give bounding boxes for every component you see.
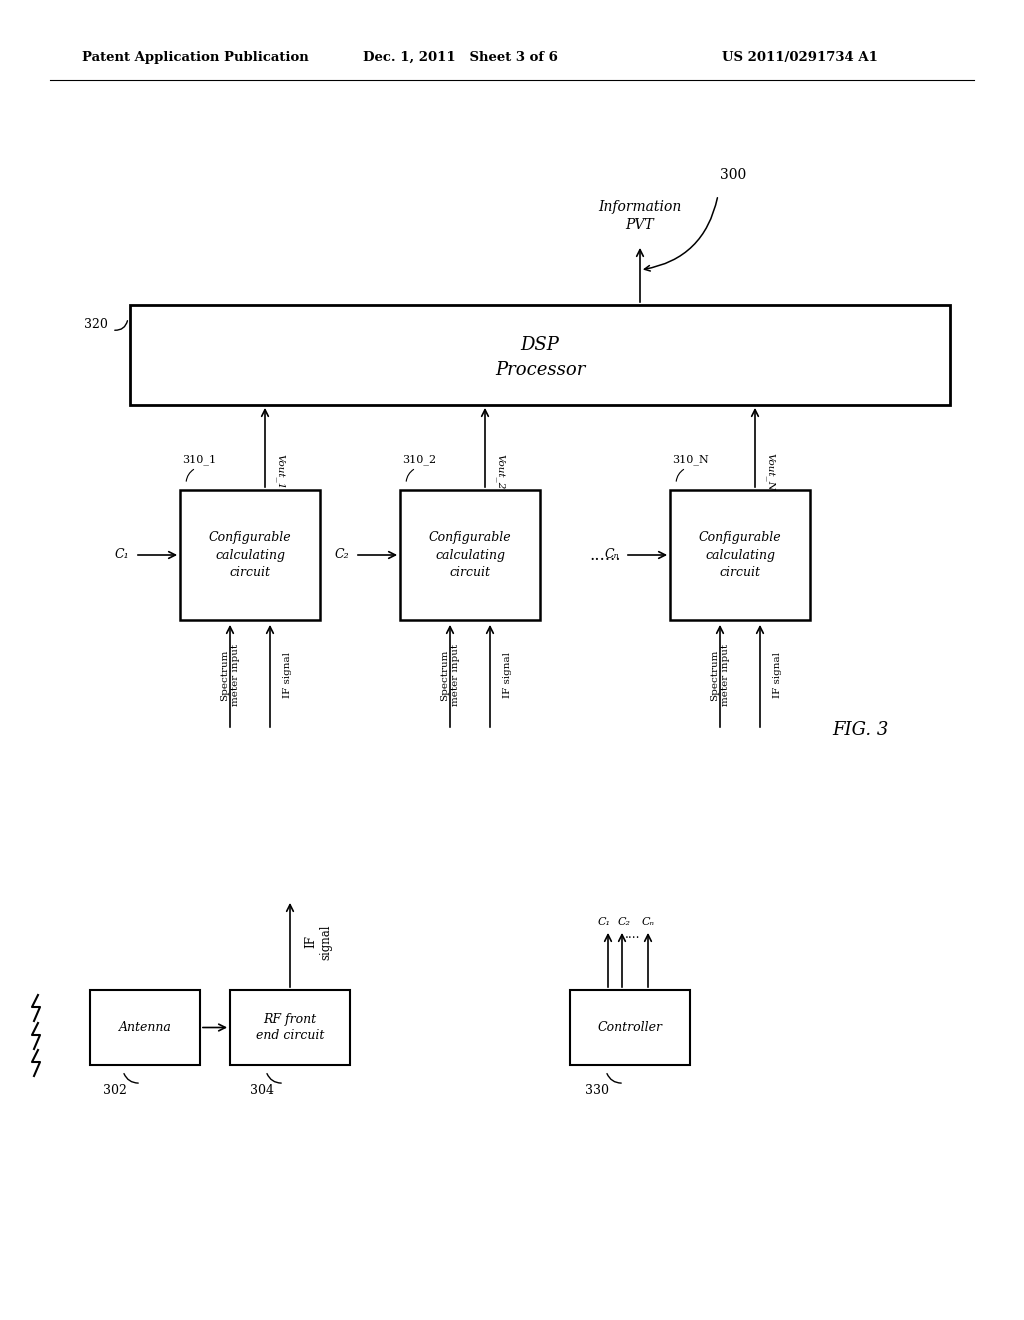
Text: IF
signal: IF signal: [304, 924, 332, 960]
Text: Configurable: Configurable: [209, 531, 291, 544]
Text: 302: 302: [103, 1084, 127, 1097]
Text: 310_1: 310_1: [182, 454, 216, 466]
Text: end circuit: end circuit: [256, 1030, 325, 1041]
Text: calculating: calculating: [705, 549, 775, 561]
Text: circuit: circuit: [720, 566, 761, 579]
Text: Antenna: Antenna: [119, 1020, 171, 1034]
Text: ......: ......: [589, 546, 621, 564]
Bar: [400, 490, 540, 620]
Text: DSP: DSP: [520, 337, 559, 354]
Text: Processor: Processor: [495, 360, 585, 379]
Text: C₂: C₂: [617, 917, 631, 927]
Text: 310_2: 310_2: [402, 454, 436, 466]
Text: C₁: C₁: [115, 549, 129, 561]
Text: RF front: RF front: [263, 1012, 316, 1026]
Text: 300: 300: [720, 168, 746, 182]
Text: circuit: circuit: [229, 566, 270, 579]
Text: Cₙ: Cₙ: [604, 549, 620, 561]
Text: C₂: C₂: [335, 549, 349, 561]
Text: calculating: calculating: [215, 549, 285, 561]
Text: calculating: calculating: [435, 549, 505, 561]
Bar: [230, 990, 350, 1065]
Text: Patent Application Publication: Patent Application Publication: [82, 50, 308, 63]
Bar: [180, 490, 319, 620]
Text: 310_N: 310_N: [672, 454, 709, 466]
Text: Cₙ: Cₙ: [641, 917, 654, 927]
Text: Vout_2: Vout_2: [496, 454, 505, 490]
Bar: [90, 990, 200, 1065]
Text: Spectrum
meter input: Spectrum meter input: [711, 644, 730, 706]
Text: Information: Information: [598, 201, 682, 214]
Text: Spectrum
meter input: Spectrum meter input: [220, 644, 240, 706]
Bar: [130, 305, 950, 405]
Text: 304: 304: [250, 1084, 274, 1097]
Text: IF signal: IF signal: [504, 652, 512, 698]
Text: Dec. 1, 2011   Sheet 3 of 6: Dec. 1, 2011 Sheet 3 of 6: [362, 50, 557, 63]
Text: 330: 330: [585, 1084, 609, 1097]
Text: Vout_1: Vout_1: [275, 454, 285, 490]
Text: IF signal: IF signal: [773, 652, 782, 698]
Text: ....: ....: [626, 928, 641, 941]
Text: Vout_N: Vout_N: [765, 453, 775, 491]
Text: US 2011/0291734 A1: US 2011/0291734 A1: [722, 50, 878, 63]
Text: C₁: C₁: [597, 917, 610, 927]
Bar: [570, 990, 690, 1065]
Text: IF signal: IF signal: [284, 652, 293, 698]
Text: PVT: PVT: [626, 218, 654, 232]
Text: circuit: circuit: [450, 566, 490, 579]
Text: 320: 320: [84, 318, 108, 331]
Text: FIG. 3: FIG. 3: [831, 721, 888, 739]
Text: Controller: Controller: [597, 1020, 663, 1034]
Text: Spectrum
meter input: Spectrum meter input: [440, 644, 460, 706]
Text: Configurable: Configurable: [429, 531, 511, 544]
Bar: [670, 490, 810, 620]
Text: Configurable: Configurable: [698, 531, 781, 544]
